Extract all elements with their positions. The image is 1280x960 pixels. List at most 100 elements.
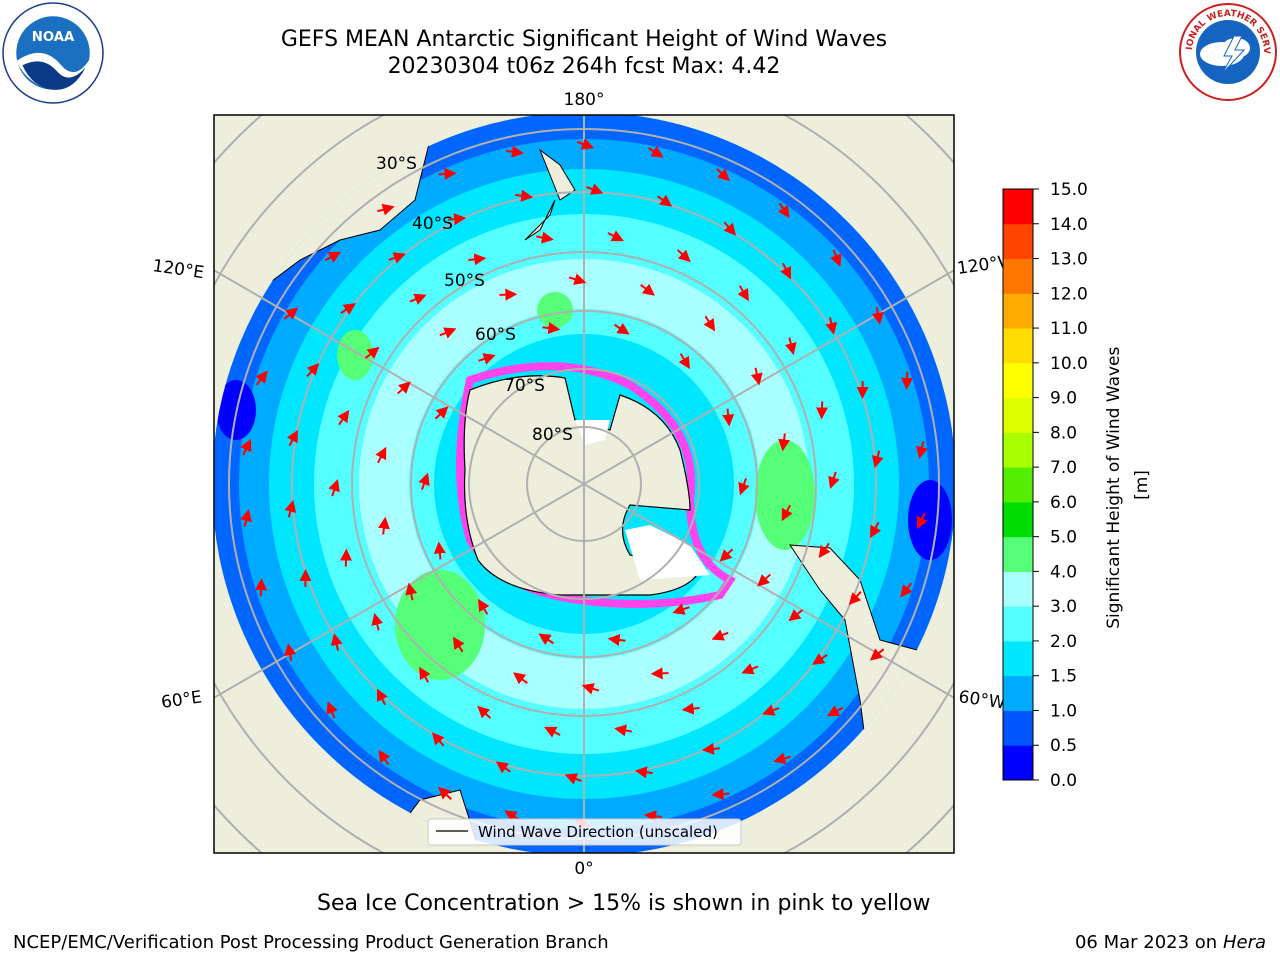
wave-direction-arrow (376, 688, 388, 706)
wave-direction-arrow (330, 633, 343, 651)
wave-direction-arrow (544, 726, 561, 738)
wave-direction-arrow (513, 672, 528, 685)
colorbar-tick-label: 1.5 (1050, 667, 1077, 687)
colorbar-segment (1003, 606, 1033, 642)
colorbar-segment (1003, 571, 1033, 607)
wave-direction-arrow (716, 168, 730, 182)
wave-direction-arrow (324, 251, 342, 263)
wave-direction-arrow (371, 612, 384, 631)
wave-direction-arrow (434, 406, 449, 420)
wave-direction-arrow (409, 293, 427, 305)
wave-direction-arrow (701, 742, 720, 755)
wave-direction-arrow (737, 285, 749, 302)
wave-direction-arrow (607, 230, 624, 242)
colorbar-segment (1003, 258, 1033, 294)
colorbar-segment (1003, 189, 1033, 225)
colorbar-segment (1003, 223, 1033, 260)
map-frame (213, 114, 955, 854)
wave-direction-arrow (719, 548, 734, 562)
wave-direction-arrow (581, 683, 600, 695)
wave-direction-arrow (812, 653, 828, 665)
wave-direction-arrow (326, 701, 338, 719)
new-zealand-land (524, 148, 576, 241)
colorbar-segment (1003, 501, 1033, 538)
colorbar-tick-label: 4.0 (1050, 562, 1077, 582)
colorbar-tick-label: 9.0 (1050, 389, 1077, 409)
colorbar-segment (1003, 328, 1033, 364)
colorbar-tick-label: 3.0 (1050, 597, 1077, 617)
footer-date: 06 Mar 2023 on Hera (1075, 932, 1266, 953)
colorbar-tick-label: 13.0 (1050, 250, 1088, 270)
colorbar-segment (1003, 675, 1033, 711)
colorbar-tick-label: 5.0 (1050, 528, 1077, 548)
wave-direction-arrow (738, 478, 750, 496)
lon-label-60w: 60°W (957, 687, 1006, 713)
colorbar-tick-label: 7.0 (1050, 458, 1077, 478)
wave-direction-arrow (777, 202, 790, 219)
wave-direction-arrow (431, 732, 445, 747)
wave-direction-arrow (869, 648, 885, 661)
wave-direction-arrow (388, 252, 406, 264)
colorbar-tick-label: 12.0 (1050, 284, 1088, 304)
colorbar-tick-label: 2.0 (1050, 632, 1077, 652)
wave-direction-arrow (818, 542, 831, 559)
lon-label-120e: 120°E (151, 256, 205, 283)
wave-direction-arrow (284, 643, 297, 662)
wave-direction-arrow (634, 766, 653, 779)
wave-direction-arrow (375, 446, 387, 464)
wave-direction-arrow (830, 249, 842, 267)
wave-direction-arrow (788, 609, 804, 622)
sea-ice-note: Sea Ice Concentration > 15% is shown in … (317, 891, 931, 916)
colorbar-tick-label: 0.0 (1050, 771, 1077, 791)
lat-label-30s: 30°S (376, 154, 417, 174)
wave-direction-arrow (784, 337, 797, 356)
colorbar-segment (1003, 536, 1033, 572)
wave-direction-arrow (452, 636, 465, 653)
wave-direction-arrow (419, 666, 431, 683)
colorbar: 0.0 0.5 1.0 1.5 2.0 3.0 4.0 5.0 6.0 7.0 8.0 9.0 10.0… (1002, 180, 1088, 791)
wave-direction-arrow (515, 189, 534, 202)
lon-label-0: 0° (574, 859, 593, 879)
wave-direction-arrow (681, 702, 700, 715)
lat-label-40s: 40°S (412, 214, 453, 234)
ice-shelf (625, 525, 710, 580)
wave-direction-arrow (284, 499, 297, 518)
colorbar-tick-label: 0.5 (1050, 736, 1077, 756)
wave-direction-arrow (643, 810, 662, 823)
wave-patch (908, 480, 952, 560)
colorbar-segment (1003, 293, 1033, 329)
wave-direction-arrow (647, 146, 664, 158)
wave-direction-arrow (656, 194, 673, 207)
wave-direction-arrow (396, 381, 411, 395)
wave-direction-arrow (757, 573, 772, 587)
wave-direction-arrow (506, 145, 525, 158)
lat-label-50s: 50°S (444, 271, 485, 291)
noaa-logo: NOAA (2, 2, 104, 104)
wave-direction-arrow (255, 370, 268, 386)
wave-direction-arrow (568, 273, 587, 285)
wave-direction-arrow (640, 283, 655, 296)
colorbar-label-line1: Significant Height of Wind Waves (1104, 346, 1124, 628)
wave-direction-arrow (340, 303, 356, 315)
wave-direction-arrow (871, 306, 884, 325)
colorbar-tick-label: 14.0 (1050, 215, 1088, 235)
wave-direction-arrow (780, 262, 792, 280)
wave-direction-arrow (240, 438, 252, 456)
colorbar-segment (1003, 432, 1033, 468)
wave-direction-arrow (614, 322, 630, 335)
colorbar-segment (1003, 397, 1033, 433)
wave-direction-arrow (328, 479, 340, 497)
wave-direction-arrow (438, 167, 457, 180)
nws-logo: NATIONAL WEATHER SERVICE (1178, 2, 1277, 101)
lon-label-60e: 60°E (160, 687, 203, 712)
wave-direction-arrow (826, 705, 844, 717)
colorbar-segment (1003, 640, 1033, 677)
lat-label-70s: 70°S (504, 376, 545, 396)
wave-direction-arrow (650, 667, 669, 680)
wave-direction-arrow (283, 307, 299, 320)
wave-direction-arrow (337, 409, 350, 426)
wave-direction-arrow (364, 346, 380, 359)
wave-direction-arrow (828, 471, 840, 489)
colorbar-label: Significant Height of Wind Waves [m] (1104, 341, 1152, 629)
wave-direction-arrow (377, 203, 395, 216)
